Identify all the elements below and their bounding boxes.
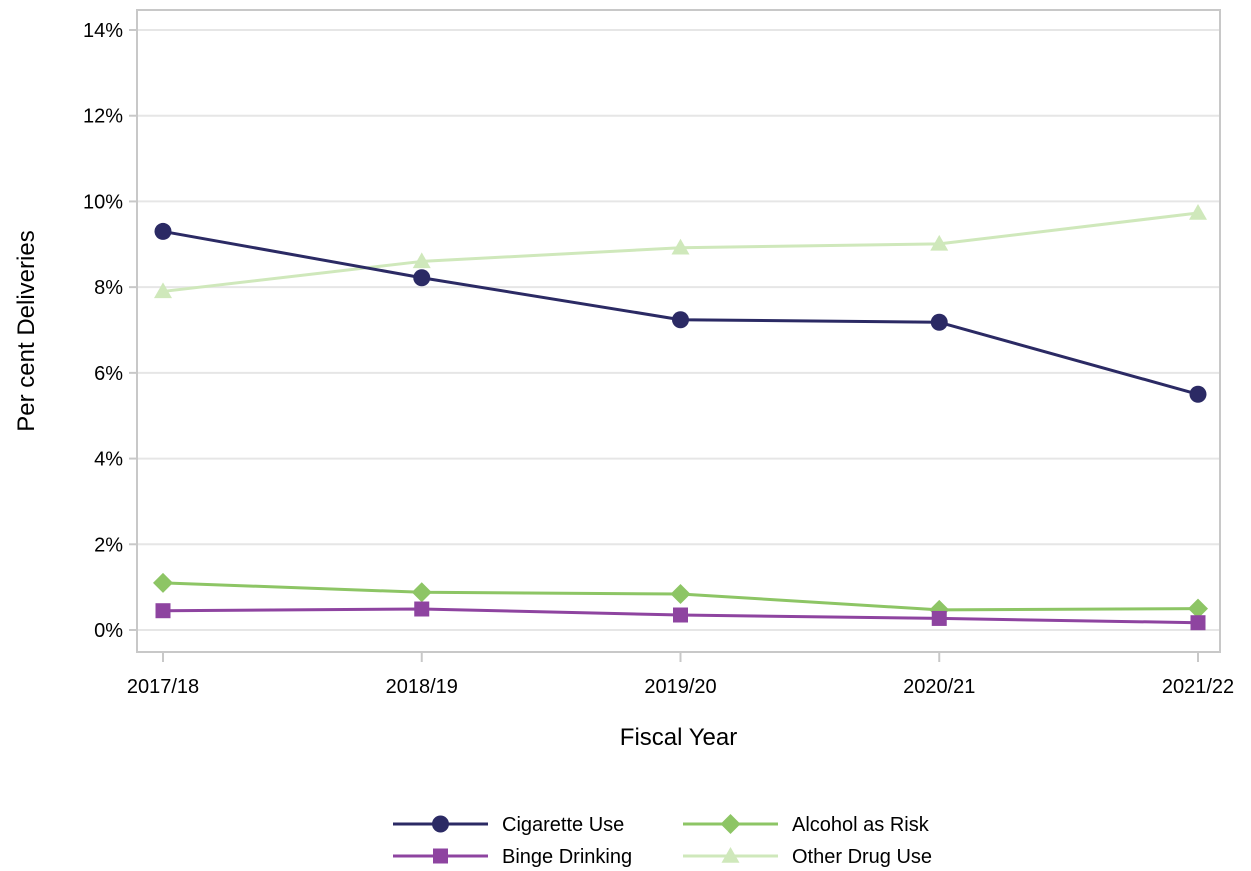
data-point-circle bbox=[930, 313, 948, 331]
y-axis-title: Per cent Deliveries bbox=[13, 230, 40, 431]
y-tick-label: 10% bbox=[83, 191, 123, 213]
series-binge-drinking bbox=[155, 601, 1206, 631]
y-tick-label: 12% bbox=[83, 106, 123, 128]
y-tick-label: 14% bbox=[83, 20, 123, 42]
data-point-triangle bbox=[721, 847, 740, 863]
x-tick-label: 2021/22 bbox=[1162, 676, 1234, 698]
y-tick-label: 0% bbox=[94, 620, 123, 642]
data-point-diamond bbox=[153, 572, 173, 593]
data-point-diamond bbox=[411, 582, 432, 603]
data-point-triangle bbox=[1189, 204, 1207, 220]
legend-item: Other Drug Use bbox=[683, 846, 932, 868]
data-point-diamond bbox=[720, 814, 741, 834]
data-point-circle bbox=[432, 815, 449, 833]
data-point-square bbox=[931, 610, 947, 626]
data-point-triangle bbox=[671, 238, 690, 255]
legend-item: Binge Drinking bbox=[393, 846, 632, 868]
data-point-square bbox=[673, 607, 688, 623]
data-point-triangle bbox=[412, 252, 431, 269]
y-tick-label: 4% bbox=[94, 449, 123, 471]
data-point-circle bbox=[413, 269, 431, 287]
plot-frame bbox=[136, 9, 1221, 653]
legend-label: Binge Drinking bbox=[502, 846, 632, 868]
x-tick-label: 2018/19 bbox=[386, 676, 458, 698]
x-axis-title: Fiscal Year bbox=[620, 724, 737, 751]
legend-label: Alcohol as Risk bbox=[792, 814, 930, 836]
data-point-square bbox=[155, 603, 171, 619]
data-point-square bbox=[433, 848, 448, 864]
data-point-circle bbox=[672, 311, 689, 329]
legend-label: Cigarette Use bbox=[502, 814, 624, 836]
data-point-square bbox=[414, 601, 430, 617]
y-axis: 0% 2% 4% 6% 8% 10% 12% 14% bbox=[83, 20, 137, 642]
y-tick-label: 6% bbox=[94, 363, 123, 385]
data-point-diamond bbox=[1188, 598, 1208, 619]
data-point-circle bbox=[1189, 385, 1207, 403]
x-axis: 2017/18 2018/19 2019/20 2020/21 2021/22 bbox=[127, 652, 1234, 698]
y-tick-label: 2% bbox=[94, 534, 123, 556]
data-point-triangle bbox=[930, 234, 949, 251]
legend-item: Cigarette Use bbox=[393, 814, 624, 836]
x-tick-label: 2017/18 bbox=[127, 676, 199, 698]
legend: Cigarette Use Binge Drinking Alcohol as Ri… bbox=[393, 814, 932, 868]
y-tick-label: 8% bbox=[94, 277, 123, 299]
legend-label: Other Drug Use bbox=[792, 846, 932, 868]
gridlines bbox=[137, 29, 1220, 631]
series-other-drug-use bbox=[154, 204, 1207, 299]
x-tick-label: 2020/21 bbox=[903, 676, 975, 698]
series-cigarette-use bbox=[154, 222, 1207, 403]
data-point-square bbox=[1190, 615, 1206, 631]
data-point-diamond bbox=[670, 584, 691, 604]
legend-item: Alcohol as Risk bbox=[683, 814, 930, 836]
data-point-circle bbox=[154, 222, 172, 240]
data-point-triangle bbox=[154, 282, 172, 299]
series-layer bbox=[153, 204, 1208, 631]
x-tick-label: 2019/20 bbox=[644, 676, 716, 698]
